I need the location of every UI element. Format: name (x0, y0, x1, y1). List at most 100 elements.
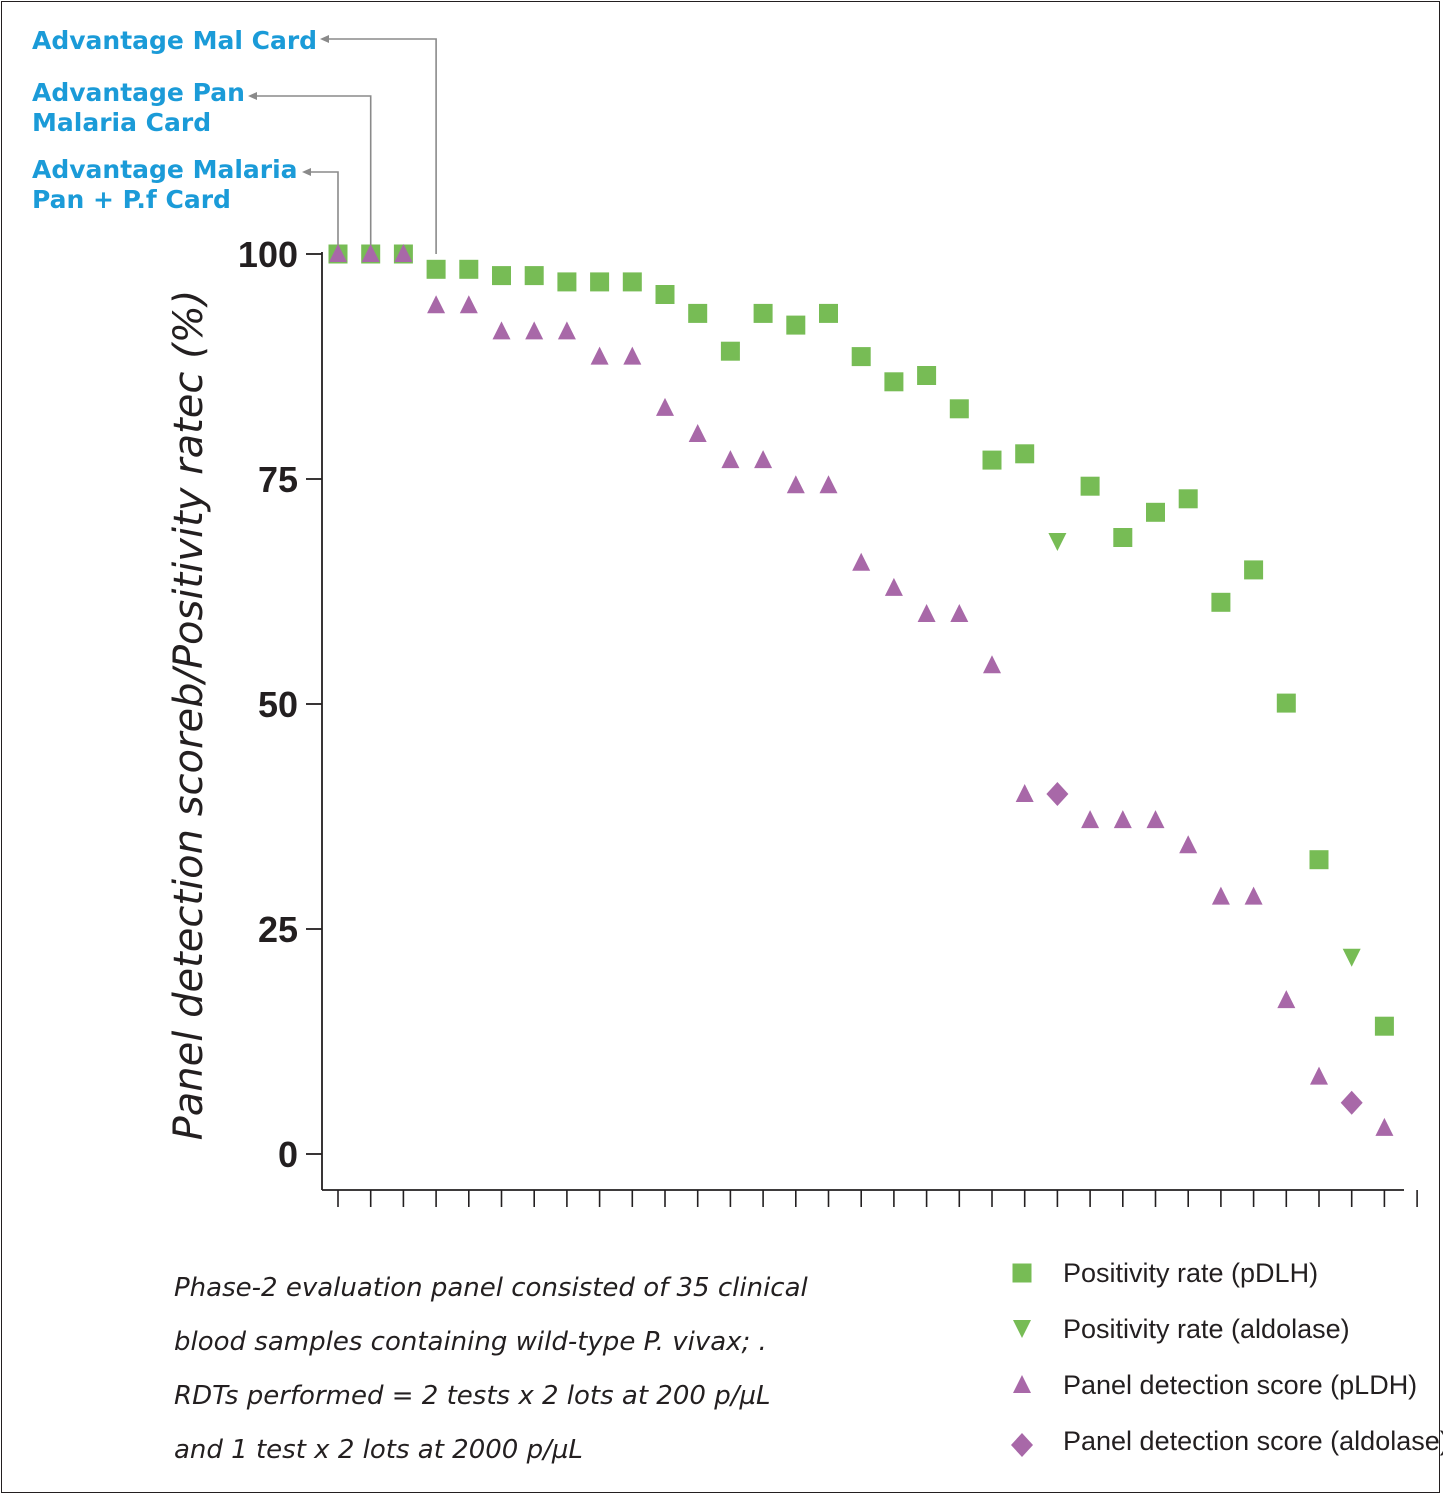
data-point (753, 303, 773, 323)
data-point (983, 655, 1001, 674)
series-1 (1048, 533, 1361, 967)
data-point (1046, 782, 1069, 806)
data-point (884, 372, 904, 392)
data-point (655, 285, 675, 304)
data-point (1113, 810, 1132, 829)
data-point (590, 346, 609, 365)
data-point (786, 315, 806, 335)
note-line: Phase-2 evaluation panel consisted of 35… (174, 1273, 809, 1303)
data-point (492, 321, 511, 340)
data-point (851, 347, 871, 367)
legend-item: Positivity rate (pDLH) (1012, 1258, 1318, 1288)
data-point (590, 272, 610, 292)
callout-label: Advantage Pan (32, 78, 245, 107)
data-point (1244, 886, 1263, 905)
data-point (329, 244, 347, 262)
legend-marker (1012, 1263, 1032, 1283)
data-point (623, 346, 642, 365)
data-point (1277, 990, 1296, 1009)
legend-marker (1013, 1375, 1031, 1393)
data-point (852, 552, 871, 571)
data-point (622, 272, 642, 292)
data-point (1276, 693, 1296, 713)
data-point (492, 266, 511, 286)
series-3 (1046, 782, 1363, 1115)
data-point (524, 266, 544, 286)
data-point (1211, 886, 1230, 905)
data-marks (328, 244, 1394, 1136)
legend-label: Positivity rate (pDLH) (1063, 1258, 1318, 1288)
data-point (950, 604, 969, 622)
data-point (1211, 592, 1231, 612)
data-point (1310, 1066, 1328, 1085)
legend-label: Panel detection score (pLDH) (1063, 1370, 1417, 1400)
data-point (1146, 810, 1165, 829)
y-tick-label: 0 (278, 1134, 298, 1175)
data-point (1113, 528, 1133, 547)
legend-label: Panel detection score (aldolase) (1063, 1426, 1443, 1456)
panel-note: Phase-2 evaluation panel consisted of 35… (174, 1273, 809, 1465)
callout-label: Advantage Mal Card (32, 26, 317, 55)
data-point (459, 259, 479, 279)
data-point (786, 475, 805, 494)
data-point (1340, 1090, 1363, 1115)
y-tick-label: 25 (258, 909, 298, 950)
legend-marker (1013, 1320, 1031, 1338)
data-point (1178, 489, 1198, 509)
data-point (1374, 1016, 1394, 1036)
data-point (394, 244, 413, 262)
data-point (1015, 444, 1035, 464)
data-point (1080, 476, 1100, 496)
data-point (1342, 948, 1361, 967)
data-point (982, 450, 1002, 470)
data-point (1146, 502, 1165, 522)
data-point (361, 244, 380, 262)
y-tick-label: 50 (258, 684, 298, 725)
callout-arrowhead (248, 92, 257, 100)
callout: Advantage Mal Card (32, 26, 437, 254)
data-point (1048, 533, 1067, 551)
data-point (427, 295, 446, 314)
data-point (557, 321, 576, 340)
callout-label: Pan + P.f Card (32, 185, 231, 214)
callout-arrowhead (320, 35, 329, 43)
data-point (525, 321, 544, 340)
data-point (688, 303, 708, 323)
data-point (884, 577, 903, 596)
callout-label: Advantage Malaria (32, 155, 298, 184)
data-point (1309, 850, 1329, 870)
data-point (1015, 784, 1034, 802)
data-point (917, 604, 936, 622)
note-line: and 1 test x 2 lots at 2000 p/µL (174, 1435, 583, 1465)
data-point (1375, 1117, 1394, 1136)
data-point (949, 399, 969, 419)
callout-label: Malaria Card (32, 108, 211, 137)
data-point (754, 450, 773, 469)
data-point (656, 397, 674, 416)
data-point (1244, 560, 1264, 580)
note-line: RDTs performed = 2 tests x 2 lots at 200… (174, 1381, 771, 1411)
data-point (819, 475, 838, 494)
data-point (557, 272, 577, 292)
y-tick-label: 75 (258, 459, 298, 500)
y-axis-title: Panel detection scoreb/Positivity ratec … (166, 290, 212, 1141)
legend-item: Panel detection score (pLDH) (1013, 1370, 1417, 1400)
legend-label: Positivity rate (aldolase) (1063, 1314, 1350, 1344)
series-0 (328, 244, 1394, 1036)
data-point (688, 424, 707, 442)
callout-leader (254, 95, 372, 254)
data-point (1081, 810, 1100, 829)
data-point (426, 259, 446, 279)
series-2 (329, 244, 1394, 1136)
legend: Positivity rate (pDLH) Positivity rate (a… (1011, 1258, 1443, 1457)
y-tick-label: 100 (238, 234, 298, 275)
data-point (1179, 835, 1198, 854)
legend-marker (1011, 1433, 1033, 1457)
callout-leader (326, 38, 437, 254)
legend-item: Positivity rate (aldolase) (1013, 1314, 1350, 1344)
